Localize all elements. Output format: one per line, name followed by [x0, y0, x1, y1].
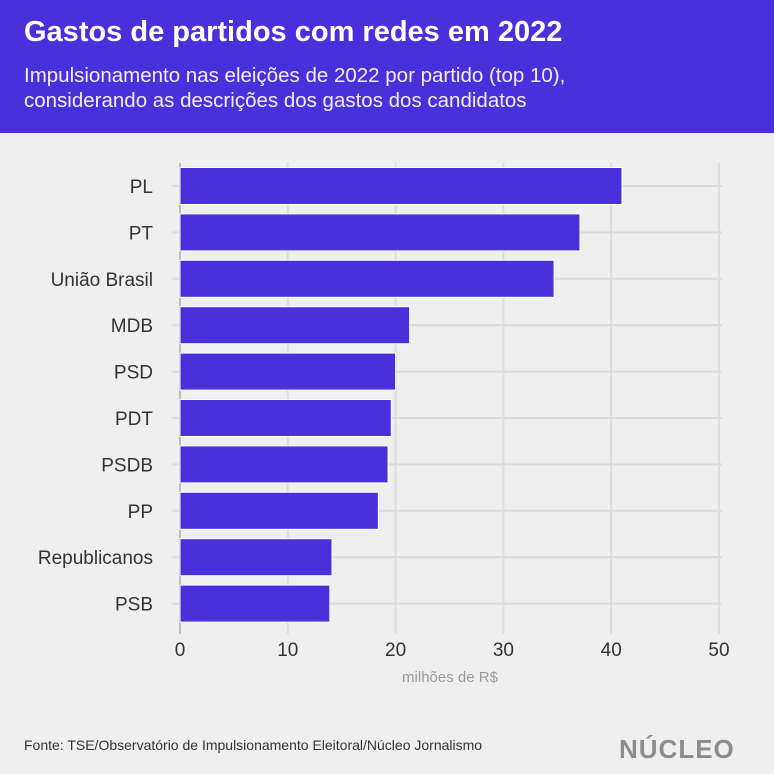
bar [179, 445, 389, 484]
category-label: MDB [111, 316, 153, 337]
bar [179, 167, 623, 205]
bar [179, 306, 411, 345]
category-label: PT [129, 223, 154, 244]
x-tick-label: 0 [175, 640, 186, 661]
x-tick-label: 50 [708, 640, 729, 661]
category-label: PSB [115, 595, 153, 616]
x-tick-label: 40 [601, 640, 622, 661]
x-tick-label: 10 [277, 640, 298, 661]
chart-subtitle: Impulsionamento nas eleições de 2022 por… [24, 63, 565, 113]
subtitle-line: considerando as descrições dos gastos do… [24, 89, 527, 112]
category-label: PP [128, 502, 153, 523]
bar [179, 399, 392, 437]
category-label: União Brasil [51, 270, 153, 291]
x-axis-label: milhões de R$ [402, 669, 499, 686]
category-label: PSDB [101, 455, 153, 476]
category-label: Republicanos [38, 548, 153, 569]
bar [179, 352, 397, 391]
header: Gastos de partidos com redes em 2022 Imp… [0, 0, 774, 133]
category-label: PSD [114, 363, 153, 384]
bar [179, 213, 581, 252]
x-tick-label: 30 [493, 640, 514, 661]
source-note: Fonte: TSE/Observatório de Impulsionamen… [24, 737, 483, 753]
chart-title: Gastos de partidos com redes em 2022 [24, 16, 563, 48]
category-label: PDT [115, 409, 153, 430]
bar [179, 259, 555, 298]
x-tick-label: 20 [385, 640, 406, 661]
bar [179, 491, 379, 530]
category-label: PL [130, 177, 153, 198]
nucleo-logo: NÚCLEO [619, 734, 735, 764]
bar [179, 538, 333, 577]
bar [179, 584, 331, 623]
subtitle-line: Impulsionamento nas eleições de 2022 por… [24, 64, 566, 87]
